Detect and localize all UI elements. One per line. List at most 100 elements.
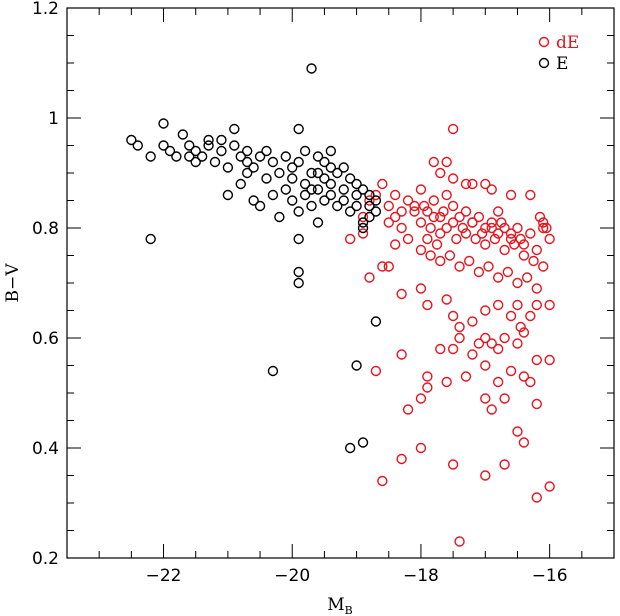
data-point-e xyxy=(145,233,156,245)
data-point-de xyxy=(531,354,542,366)
data-point-de xyxy=(428,195,440,206)
data-point-e xyxy=(364,200,375,212)
data-point-de xyxy=(518,437,530,448)
data-point-de xyxy=(492,299,504,311)
data-point-e xyxy=(306,167,317,179)
data-point-de xyxy=(402,195,414,206)
data-point-e xyxy=(267,189,279,201)
data-point-de xyxy=(505,189,517,201)
data-point-de xyxy=(515,233,526,245)
data-point-e xyxy=(306,63,317,74)
axis-tick-labels: −22 −20 −18 −16 0.2 0.4 0.6 0.8 1 1.2 xyxy=(32,0,568,586)
data-point-de xyxy=(480,393,491,404)
data-point-de xyxy=(499,459,510,470)
data-point-de xyxy=(460,371,472,382)
data-point-e xyxy=(306,200,317,212)
data-point-de xyxy=(377,475,388,487)
data-point-e xyxy=(287,195,298,206)
data-point-e xyxy=(351,189,362,201)
data-point-de xyxy=(396,206,407,217)
data-point-e xyxy=(293,123,304,135)
x-tick-label: −22 xyxy=(146,566,182,586)
data-point-e xyxy=(338,195,349,206)
data-point-de xyxy=(544,233,555,245)
data-point-de xyxy=(415,442,427,454)
plot-area-frame xyxy=(66,7,615,559)
data-point-de xyxy=(428,156,440,168)
data-point-e xyxy=(222,189,234,201)
data-point-de xyxy=(496,217,507,228)
data-point-de xyxy=(544,299,555,311)
data-point-de xyxy=(454,321,465,333)
data-point-e xyxy=(364,211,375,223)
data-point-de xyxy=(454,332,465,344)
data-point-de xyxy=(525,189,536,201)
data-point-de xyxy=(525,376,536,388)
data-point-de xyxy=(502,266,514,278)
axis-ticks xyxy=(66,7,614,559)
y-tick-label: 0.8 xyxy=(32,219,59,239)
data-point-de xyxy=(492,376,504,388)
data-point-de xyxy=(364,272,375,283)
data-point-e xyxy=(132,140,143,151)
data-point-e xyxy=(344,206,356,217)
x-axis-label: MB xyxy=(327,595,353,616)
data-point-de xyxy=(492,272,504,283)
data-point-de xyxy=(383,200,394,212)
data-point-de xyxy=(480,222,491,234)
x-tick-label: −20 xyxy=(274,566,310,586)
data-point-e xyxy=(357,437,369,448)
data-point-de xyxy=(531,492,542,503)
data-point-de xyxy=(441,376,452,388)
data-point-de xyxy=(402,404,414,415)
data-point-e xyxy=(351,178,362,190)
data-point-e xyxy=(351,360,362,371)
data-point-e xyxy=(267,156,279,168)
data-point-e xyxy=(203,140,214,151)
data-point-e xyxy=(261,173,272,184)
data-point-de xyxy=(441,189,452,201)
data-point-de xyxy=(447,310,459,322)
data-point-de xyxy=(415,184,427,195)
data-point-de xyxy=(447,343,459,355)
data-point-de xyxy=(492,228,504,239)
data-point-e xyxy=(184,151,195,162)
data-point-de xyxy=(480,360,491,371)
data-point-e xyxy=(312,184,324,195)
data-point-de xyxy=(531,398,542,410)
data-point-de xyxy=(467,349,478,360)
data-point-de xyxy=(357,228,369,239)
data-point-de xyxy=(518,371,530,382)
data-point-e xyxy=(209,156,221,168)
data-point-de xyxy=(438,206,449,217)
data-point-de xyxy=(525,310,536,322)
data-point-de xyxy=(509,239,520,250)
data-point-de xyxy=(344,233,356,245)
data-point-de xyxy=(480,239,491,250)
data-point-de xyxy=(396,349,407,360)
data-point-de xyxy=(512,426,523,437)
data-points xyxy=(126,63,555,547)
data-point-de xyxy=(531,283,542,294)
data-point-de xyxy=(422,299,433,311)
data-point-de xyxy=(505,365,517,377)
data-point-de xyxy=(534,211,546,223)
data-point-de xyxy=(422,206,433,217)
data-point-de xyxy=(505,310,517,322)
data-point-e xyxy=(126,134,137,146)
data-point-e xyxy=(299,145,311,157)
data-point-de xyxy=(402,233,414,245)
data-point-e xyxy=(229,140,240,151)
data-point-de xyxy=(396,222,407,234)
data-point-e xyxy=(248,195,259,206)
data-point-de xyxy=(415,217,427,228)
data-point-de xyxy=(435,228,446,239)
data-point-de xyxy=(480,332,491,344)
data-point-e xyxy=(319,195,330,206)
data-point-de xyxy=(544,354,555,366)
data-point-e xyxy=(319,173,330,184)
data-point-e xyxy=(357,217,369,228)
data-point-de xyxy=(435,167,446,179)
data-point-de xyxy=(447,459,459,470)
data-point-de xyxy=(467,217,478,228)
